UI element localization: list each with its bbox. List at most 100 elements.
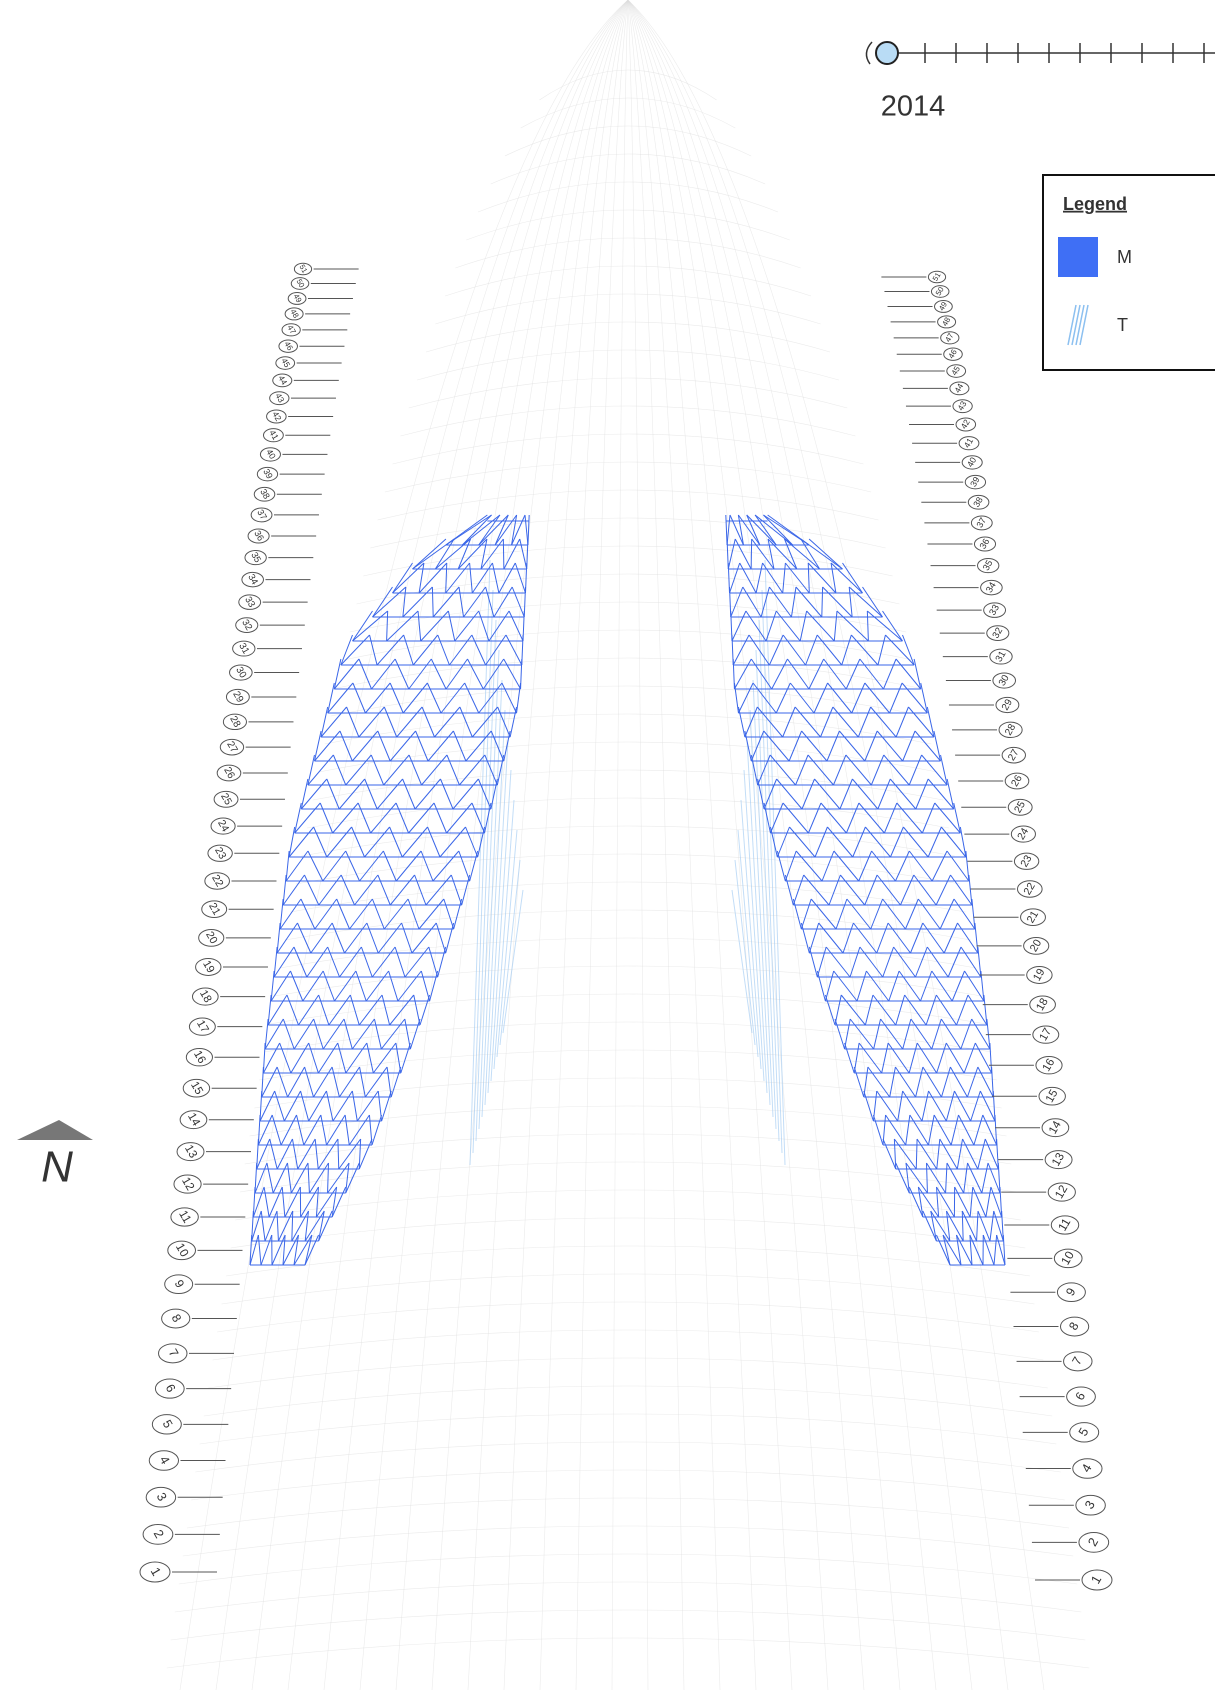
mesh-line (539, 0, 629, 1690)
diagonal (800, 538, 821, 570)
diagonal (763, 514, 794, 546)
diagonal (439, 826, 466, 858)
label-ring (198, 928, 225, 947)
diagonal (348, 1114, 370, 1146)
row-label: 14 (1047, 1119, 1064, 1137)
diagonal (946, 1210, 951, 1242)
diagonal (432, 586, 460, 618)
diagonal (770, 802, 784, 834)
diagonal (389, 994, 415, 1026)
diagonal (332, 802, 359, 834)
diagonal (262, 1042, 281, 1074)
diagonal (935, 994, 957, 1026)
diagonal (428, 946, 439, 978)
diagonal (271, 1234, 286, 1266)
diagonal (755, 562, 764, 594)
diagonal (729, 562, 741, 594)
diagonal (840, 874, 866, 906)
diagonal (895, 994, 906, 1026)
label-ring (943, 347, 963, 361)
row-label: 21 (1025, 909, 1041, 925)
diagonal (446, 754, 460, 786)
diagonal (889, 682, 903, 714)
diagonal (308, 1042, 319, 1074)
timeline-knob[interactable] (875, 41, 899, 65)
diagonal (808, 922, 820, 954)
row-label: 32 (239, 618, 254, 633)
label-ring (1056, 1282, 1086, 1303)
diagonal (757, 754, 771, 786)
timeline-handle (865, 41, 873, 65)
diagonal (876, 1090, 899, 1122)
diagonal (477, 778, 492, 810)
diagonal (870, 898, 884, 930)
diagonal (412, 634, 439, 666)
diagonal (989, 1210, 995, 1242)
diagonal (853, 1042, 860, 1074)
diagonal (762, 562, 784, 594)
diagonal (450, 874, 463, 906)
diagonal (867, 1066, 891, 1098)
diagonal (865, 826, 891, 858)
diagonal (927, 1114, 935, 1146)
diagonal (977, 1210, 991, 1242)
diagonal (966, 1066, 979, 1098)
mesh-line (477, 181, 779, 213)
diagonal (885, 634, 915, 666)
diagonal (744, 706, 758, 738)
label-ring (961, 455, 983, 470)
row-label: 26 (1010, 773, 1025, 789)
diagonal (527, 514, 530, 546)
row-label: 23 (212, 845, 228, 861)
diagonal (908, 706, 935, 738)
diagonal (917, 1186, 924, 1218)
diagonal (471, 706, 499, 738)
row-label: 10 (173, 1241, 192, 1260)
diagonal (973, 1114, 984, 1146)
diagonal (940, 754, 948, 786)
diagonal (331, 1066, 340, 1098)
diagonal (983, 994, 988, 1026)
diagonal (345, 850, 360, 882)
diagonal (446, 802, 473, 834)
diagonal (853, 1066, 865, 1098)
timeline[interactable]: 2014 (865, 41, 1215, 123)
label-ring (958, 436, 980, 451)
diagonal (458, 586, 465, 618)
row-label: 51 (297, 263, 309, 275)
label-ring (154, 1378, 185, 1399)
diagonal (820, 802, 847, 834)
diagonal (381, 1090, 392, 1122)
diagonal (841, 634, 852, 666)
diagonal (331, 922, 346, 954)
row-label: 25 (1013, 799, 1028, 815)
diagonal (915, 1138, 918, 1170)
diagonal (956, 1234, 973, 1266)
diagonal (372, 586, 393, 618)
diagonal (876, 922, 889, 954)
diagonal (471, 634, 487, 666)
label-ring (204, 872, 230, 890)
diagonal (872, 1114, 884, 1146)
diagonal (827, 826, 854, 858)
diagonal (970, 1090, 981, 1122)
mesh-line (370, 517, 886, 549)
diagonal (409, 1018, 421, 1050)
row-label: 50 (294, 277, 306, 289)
diagonal (371, 946, 396, 978)
diagonal (382, 850, 397, 882)
diagonal (282, 874, 305, 906)
diagonal (415, 730, 429, 762)
diagonal (298, 994, 320, 1026)
diagonal (401, 922, 413, 954)
diagonal (389, 826, 403, 858)
diagonal (327, 682, 335, 714)
mesh-line (186, 1497, 1070, 1529)
diagonal (883, 658, 897, 690)
row-label: 18 (1034, 996, 1051, 1013)
diagonal (961, 1210, 964, 1242)
diagonal (322, 1018, 345, 1050)
diagonal (942, 1234, 962, 1266)
diagonal (931, 850, 948, 882)
